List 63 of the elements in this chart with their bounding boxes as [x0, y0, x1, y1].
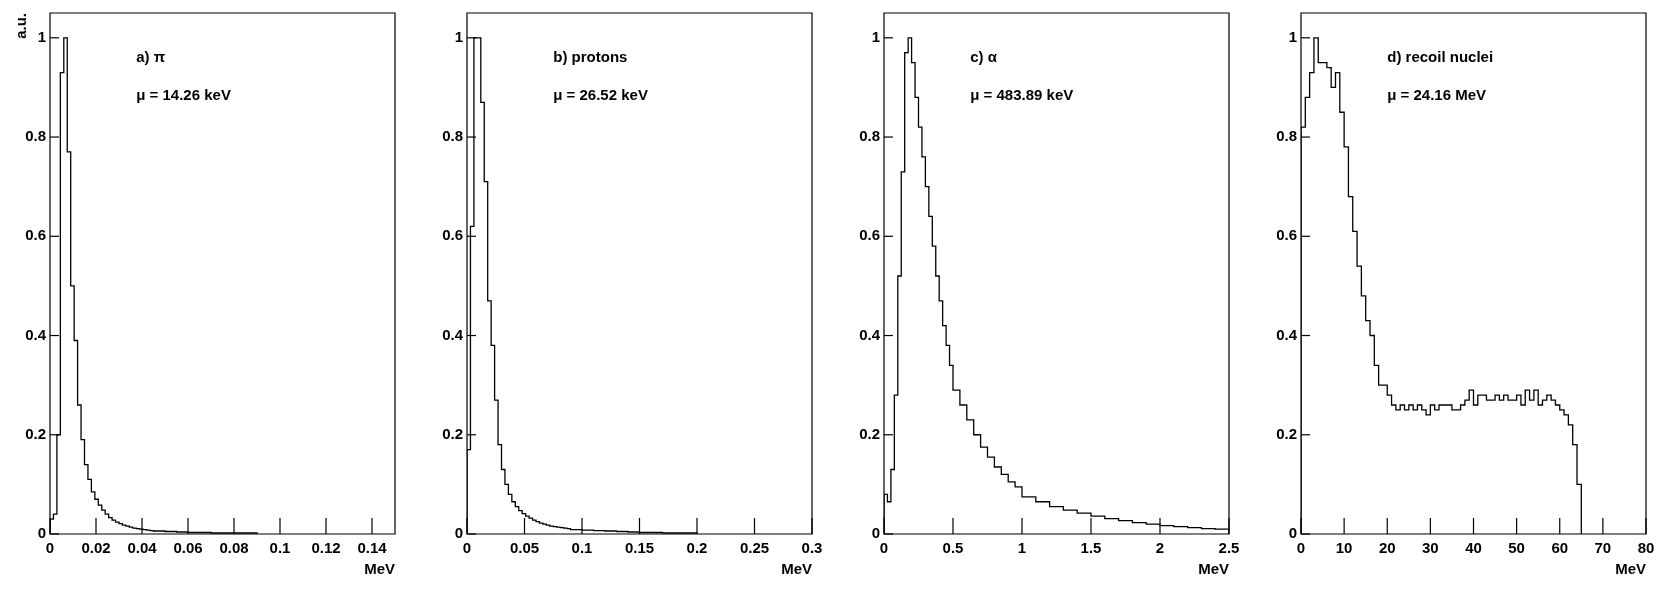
x-tick-label: 0.25 — [739, 539, 770, 557]
y-tick-label: 1 — [37, 27, 46, 45]
annotation: μ = 14.26 keV — [136, 86, 231, 104]
y-tick-label: 0.6 — [25, 226, 46, 244]
x-tick-label: 0.12 — [311, 539, 341, 557]
x-tick-label: 40 — [1465, 539, 1482, 557]
x-tick-label: 60 — [1551, 539, 1569, 557]
y-tick-label: 0 — [37, 524, 46, 542]
annotation: b) protons — [553, 48, 628, 66]
x-tick-label: 0.5 — [942, 539, 964, 557]
x-tick-label: 0.15 — [624, 539, 655, 557]
x-tick-label: 1 — [1017, 539, 1027, 557]
x-tick-label: 1.5 — [1080, 539, 1102, 557]
y-tick-label: 0.6 — [1276, 226, 1297, 244]
x-tick-label: 0.04 — [127, 539, 158, 557]
y-tick-label: 0.2 — [25, 424, 46, 442]
annotation: μ = 26.52 keV — [553, 86, 648, 104]
annotation: μ = 24.16 MeV — [1387, 86, 1487, 104]
x-tick-label: 0.2 — [686, 539, 708, 557]
x-tick-label: 80 — [1637, 539, 1655, 557]
y-tick-label: 0.6 — [859, 226, 880, 244]
x-axis-title: MeV — [1198, 559, 1229, 577]
x-tick-label: 0.08 — [219, 539, 249, 557]
x-tick-label: 0.3 — [801, 539, 823, 557]
x-axis-title: MeV — [364, 559, 395, 577]
y-tick-label: 0.4 — [859, 325, 881, 343]
y-tick-label: 1 — [454, 27, 463, 45]
x-tick-label: 0.1 — [571, 539, 593, 557]
y-axis-title: a.u. — [12, 13, 30, 39]
annotation: a) π — [136, 48, 166, 66]
x-tick-label: 0.06 — [173, 539, 203, 557]
annotation: c) α — [970, 48, 998, 66]
x-tick-label: 0.14 — [357, 539, 388, 557]
annotation: μ = 483.89 keV — [970, 86, 1074, 104]
x-tick-label: 0.05 — [509, 539, 540, 557]
x-tick-label: 50 — [1508, 539, 1525, 557]
y-tick-label: 0.8 — [25, 127, 46, 145]
x-tick-label: 0.02 — [81, 539, 111, 557]
x-axis-title: MeV — [1615, 559, 1646, 577]
annotation: d) recoil nuclei — [1387, 48, 1494, 66]
x-tick-label: 2 — [1155, 539, 1165, 557]
y-tick-label: 0.2 — [859, 424, 880, 442]
x-tick-label: 20 — [1378, 539, 1396, 557]
y-tick-label: 0.6 — [442, 226, 463, 244]
y-tick-label: 0 — [871, 524, 880, 542]
x-tick-label: 10 — [1335, 539, 1353, 557]
x-tick-label: 0.1 — [269, 539, 291, 557]
y-tick-label: 0.2 — [1276, 424, 1297, 442]
x-tick-label: 30 — [1422, 539, 1439, 557]
y-tick-label: 0.8 — [1276, 127, 1297, 145]
y-tick-label: 0.4 — [442, 325, 464, 343]
y-tick-label: 1 — [1288, 27, 1297, 45]
y-tick-label: 0.4 — [25, 325, 47, 343]
x-tick-label: 2.5 — [1218, 539, 1240, 557]
y-tick-label: 0.8 — [442, 127, 463, 145]
y-tick-label: 1 — [871, 27, 880, 45]
y-tick-label: 0 — [454, 524, 463, 542]
x-tick-label: 70 — [1594, 539, 1612, 557]
x-axis-title: MeV — [781, 559, 812, 577]
y-tick-label: 0 — [1288, 524, 1297, 542]
y-tick-label: 0.8 — [859, 127, 880, 145]
y-tick-label: 0.4 — [1276, 325, 1298, 343]
y-tick-label: 0.2 — [442, 424, 463, 442]
